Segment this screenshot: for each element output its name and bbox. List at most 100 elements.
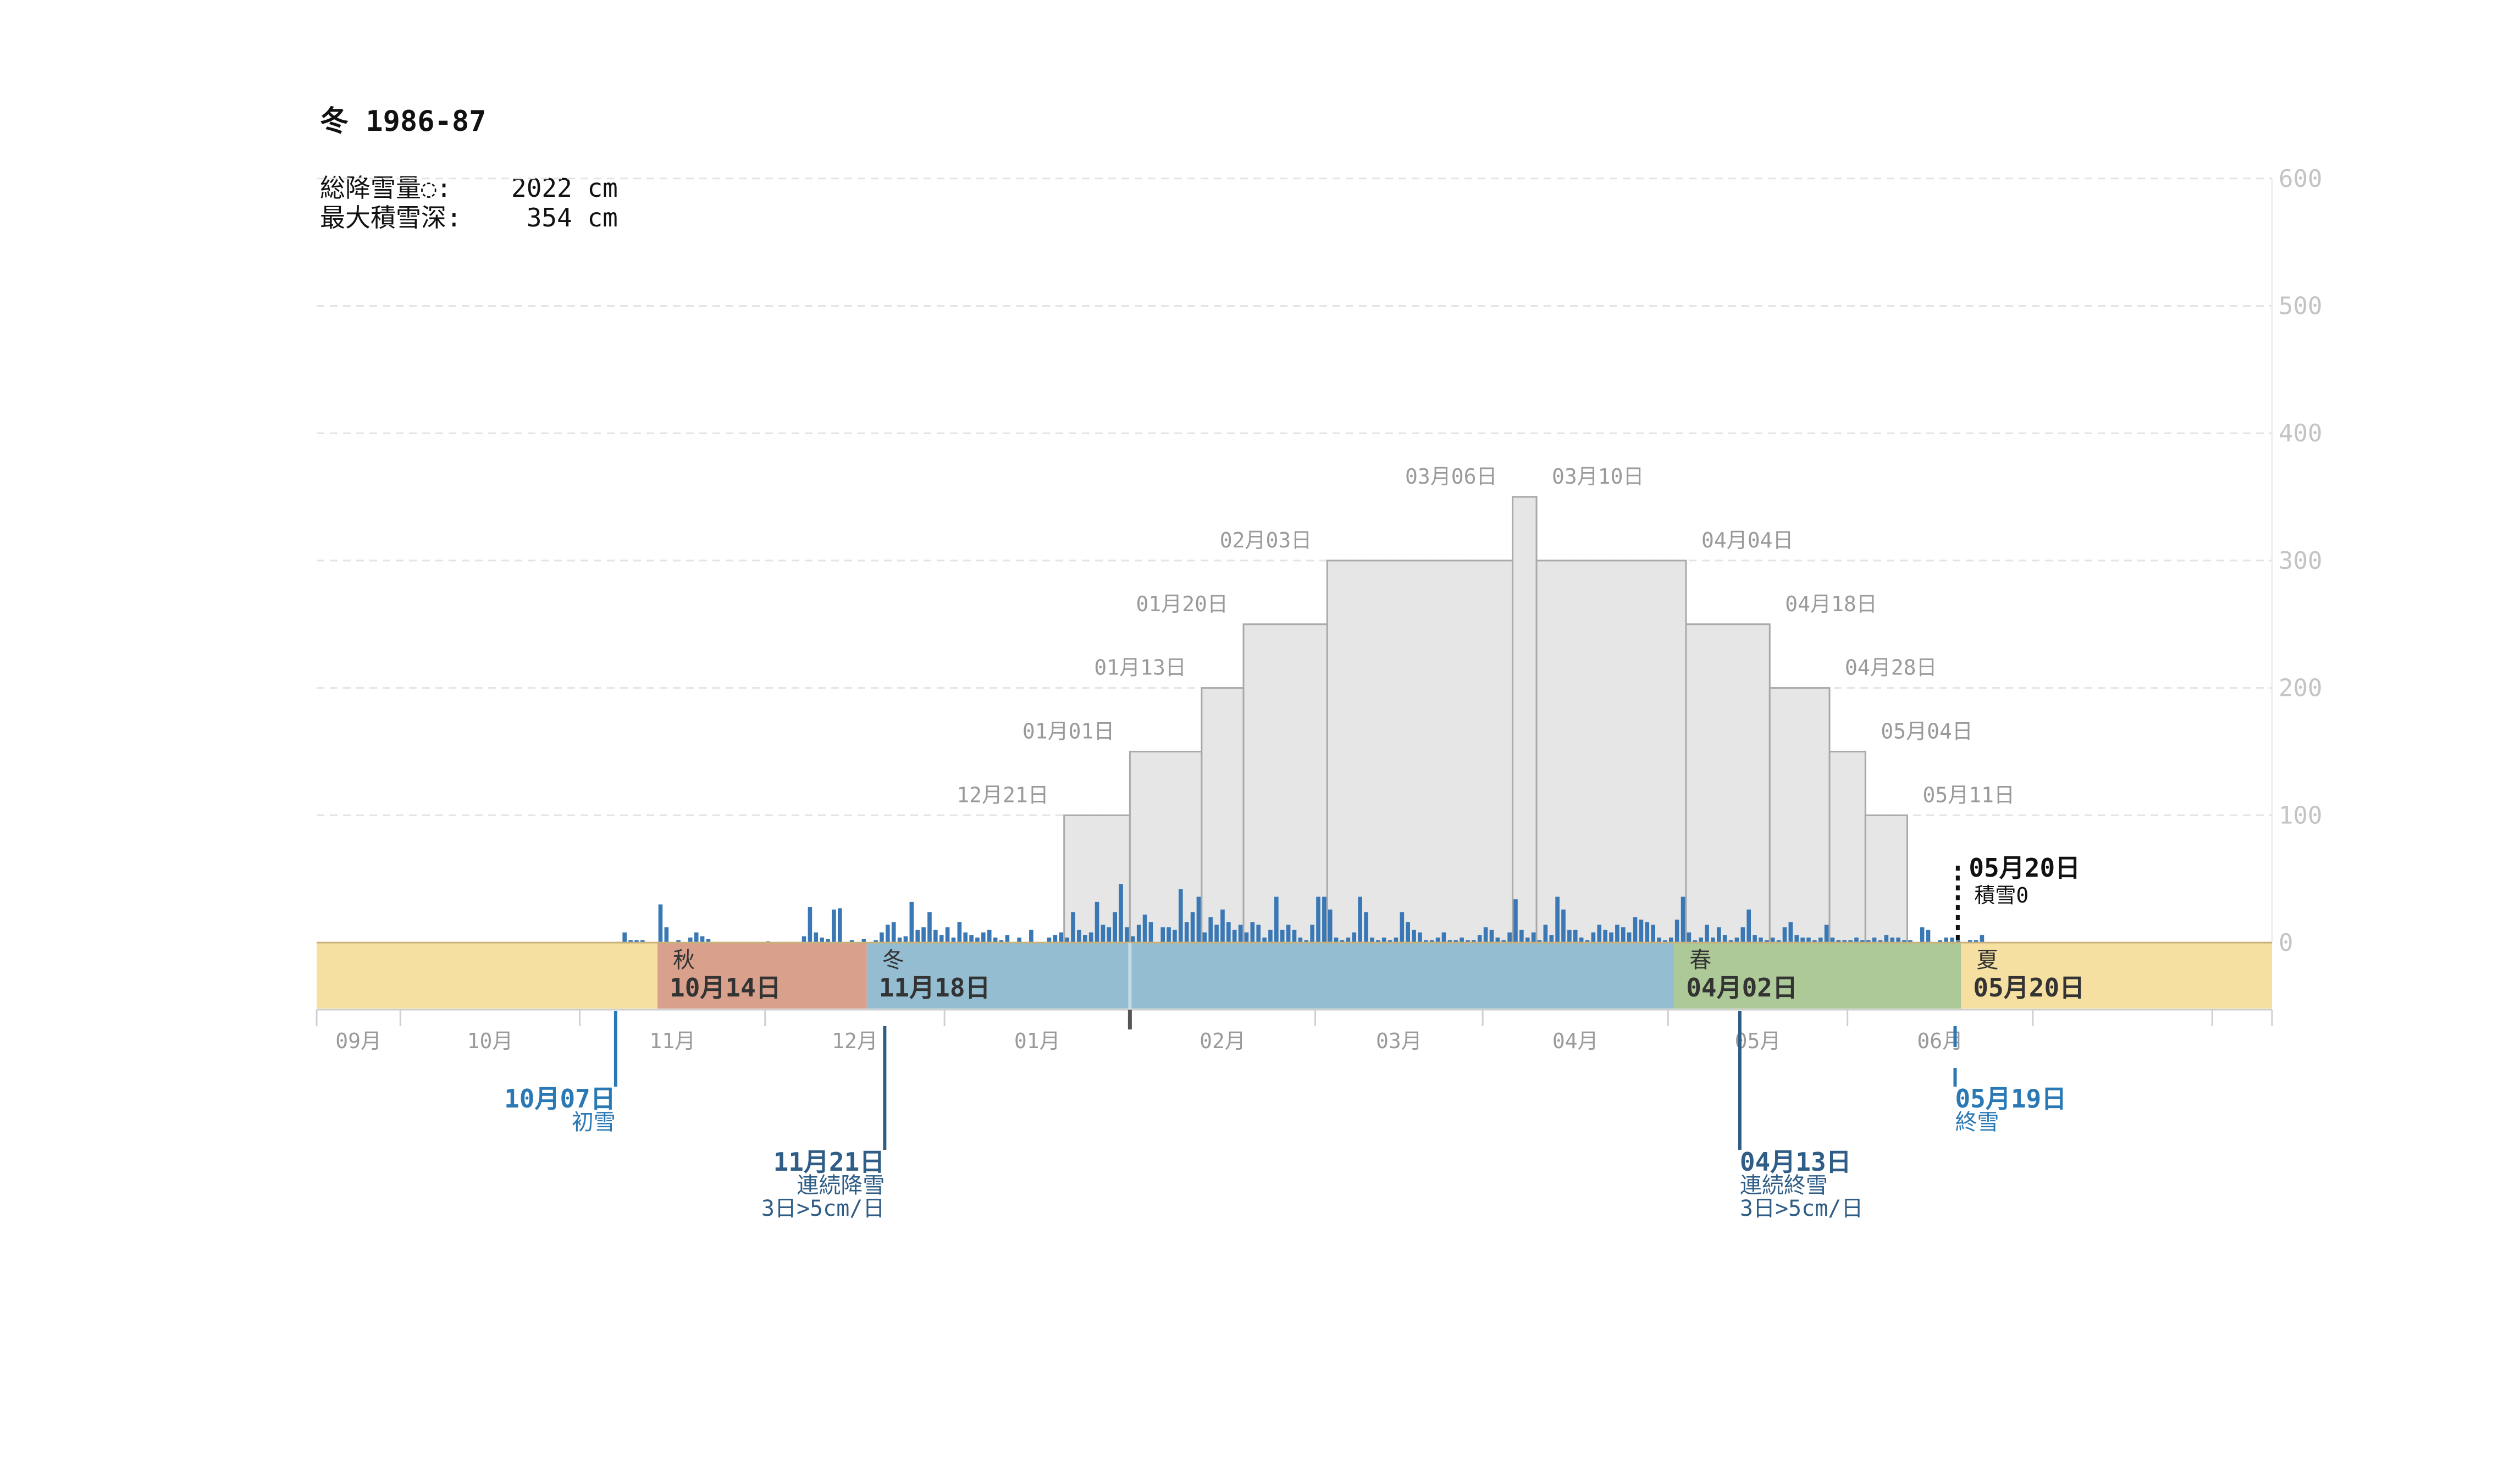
snowfall-bar (957, 922, 962, 943)
snowfall-bar (1136, 924, 1141, 943)
zero-depth-date: 05月20日 (1969, 853, 2080, 883)
snowfall-bar (909, 901, 914, 943)
snowfall-bar (1693, 940, 1698, 943)
event-sub: 連続降雪 (797, 1173, 885, 1198)
snowfall-bar (1220, 909, 1225, 943)
snowfall-bar (1776, 940, 1781, 943)
snowfall-bar (1896, 937, 1900, 943)
y-tick-label: 300 (2279, 547, 2322, 575)
snowfall-bar (1687, 932, 1692, 943)
snowfall-bar (1214, 924, 1219, 943)
month-label: 09月 (335, 1029, 382, 1053)
snowfall-bar (1466, 940, 1470, 943)
month-label: 11月 (649, 1029, 695, 1053)
snowfall-bar (1340, 940, 1345, 943)
snow-depth-step (1512, 496, 1538, 944)
season-name: 夏 (1976, 948, 1998, 973)
snowfall-bar (1956, 940, 1960, 943)
snowfall-bar (1908, 940, 1912, 943)
snowfall-bar (1722, 935, 1727, 943)
stats-block: 総降雪量◌: 2022 cm 最大積雪深: 354 cm (320, 173, 618, 232)
snowfall-bar (1668, 937, 1673, 943)
snowfall-bar (1202, 932, 1207, 943)
snowfall-bar (1806, 937, 1811, 943)
step-date-label: 03月06日 (1405, 464, 1497, 489)
season-block (317, 943, 658, 1009)
snowfall-bar (1812, 940, 1817, 943)
snowfall-bar (1860, 940, 1865, 943)
snowfall-bar (622, 932, 627, 943)
snowfall-bar (1848, 940, 1853, 943)
snowfall-bar (939, 935, 944, 943)
stat-total-value: 2022 cm (511, 173, 618, 203)
stat-max-label: 最大積雪深: (320, 203, 462, 232)
snowfall-bar (837, 908, 842, 943)
snowfall-bar (1836, 940, 1841, 943)
snowfall-bar (1226, 922, 1231, 943)
snowfall-bar (628, 940, 633, 943)
step-date-label: 03月10日 (1552, 464, 1644, 489)
snowfall-bar (1406, 922, 1410, 943)
month-label: 02月 (1200, 1029, 1246, 1053)
snowfall-bar (1717, 927, 1721, 943)
snowfall-bar (1561, 909, 1566, 943)
snowfall-bar (1017, 937, 1021, 943)
snowfall-bar (1412, 929, 1416, 943)
season-date: 11月18日 (879, 973, 991, 1003)
event-date: 04月13日 (1740, 1147, 1851, 1177)
snowfall-bar (832, 909, 836, 943)
step-date-label: 01月01日 (1022, 719, 1115, 743)
snowfall-bar (1699, 937, 1703, 943)
snowfall-bar (1753, 935, 1757, 943)
season-name: 春 (1689, 948, 1711, 973)
snowfall-bar (1424, 940, 1428, 943)
snowfall-bar (1477, 935, 1482, 943)
snowfall-bar (1310, 924, 1314, 943)
snowfall-bar (1053, 935, 1058, 943)
snowfall-bar (1088, 932, 1093, 943)
snowfall-bar (1770, 937, 1775, 943)
snowfall-bar (1388, 940, 1392, 943)
snowfall-bar (1304, 940, 1309, 943)
snowfall-bar (1967, 940, 1972, 943)
snowfall-bar (1352, 932, 1357, 943)
month-label: 01月 (1014, 1029, 1060, 1053)
snowfall-bar (658, 904, 663, 943)
snowfall-bar (1549, 935, 1554, 943)
snowfall-bar (1316, 896, 1320, 943)
snowfall-bar (1824, 924, 1829, 943)
snowfall-bar (1125, 927, 1129, 943)
snowfall-bar (969, 935, 974, 943)
y-tick-label: 0 (2279, 929, 2293, 957)
snowfall-bar (676, 940, 681, 943)
snowfall-bar (1651, 924, 1655, 943)
snowfall-bar (1167, 927, 1171, 943)
y-tick-label: 500 (2279, 292, 2322, 320)
event-sub: 連続終雪 (1740, 1173, 1828, 1198)
step-date-label: 04月18日 (1785, 592, 1877, 616)
snowfall-bar (1196, 896, 1201, 943)
daily-snowfall-layer (622, 884, 1985, 943)
snowfall-bar (1740, 927, 1745, 943)
season-block (657, 943, 867, 1009)
snowfall-bar (1507, 932, 1512, 943)
snowfall-bar (1567, 929, 1572, 943)
snowfall-bar (1322, 896, 1326, 943)
snowfall-bar (1890, 937, 1895, 943)
month-label: 12月 (832, 1029, 878, 1053)
snowfall-bar (1441, 932, 1446, 943)
snowfall-bar (1782, 927, 1787, 943)
snowfall-bar (1077, 929, 1081, 943)
chart-title: 冬 1986-87 (320, 105, 486, 138)
snowfall-bar (808, 907, 812, 943)
snow-depth-step (1535, 560, 1687, 944)
snowfall-bar (1394, 937, 1399, 943)
snowfall-bar (861, 939, 866, 943)
snowfall-bar (1645, 922, 1650, 943)
snowfall-bar (1872, 937, 1877, 943)
event-date: 05月19日 (1955, 1084, 2066, 1114)
snow-depth-step (1201, 687, 1245, 944)
snowfall-bar (1065, 937, 1069, 943)
snowfall-bar (897, 937, 902, 943)
